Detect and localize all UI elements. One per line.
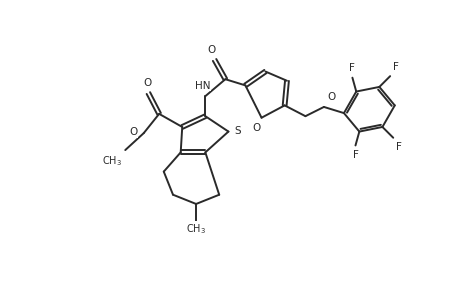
Text: O: O: [327, 92, 335, 102]
Text: HN: HN: [194, 81, 210, 91]
Text: O: O: [129, 127, 138, 137]
Text: O: O: [253, 123, 261, 133]
Text: S: S: [235, 126, 241, 136]
Text: F: F: [393, 62, 399, 71]
Text: CH$_3$: CH$_3$: [102, 155, 122, 168]
Text: F: F: [350, 63, 355, 73]
Text: O: O: [207, 45, 216, 55]
Text: CH$_3$: CH$_3$: [186, 222, 206, 236]
Text: F: F: [396, 142, 402, 152]
Text: F: F: [353, 150, 359, 160]
Text: O: O: [143, 78, 152, 88]
